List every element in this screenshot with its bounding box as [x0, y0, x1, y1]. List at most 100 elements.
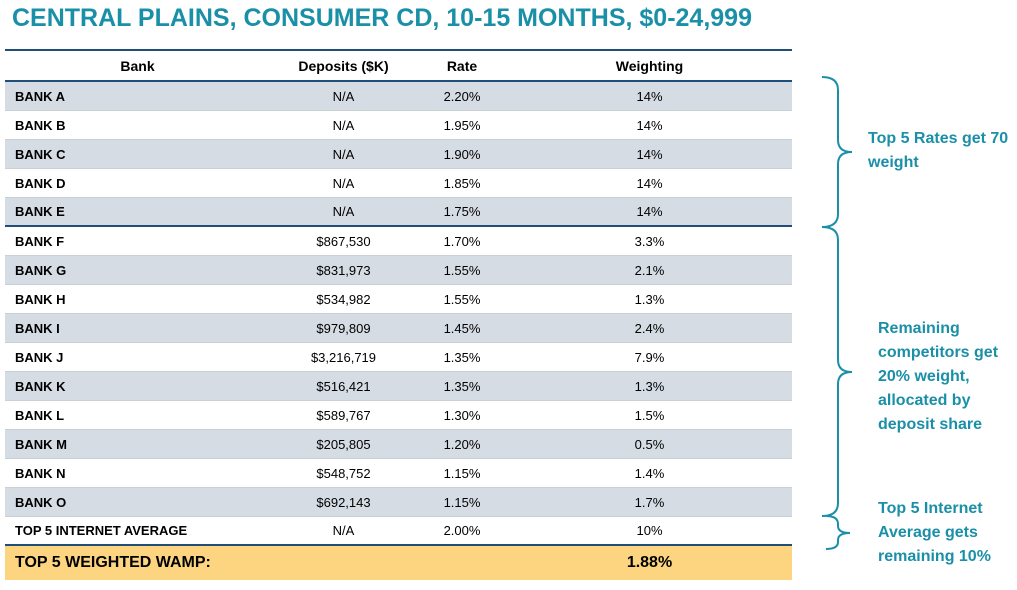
cell-deposits: N/A	[332, 88, 355, 104]
cell-deposits: $3,216,719	[310, 349, 377, 365]
table-row: BANK F $867,530 1.70% 3.3%	[5, 227, 792, 256]
table-row: BANK C N/A 1.90% 14%	[5, 140, 792, 169]
internet-note-line1: Top 5 Internet	[878, 500, 983, 517]
remaining-note-line4: allocated by	[878, 392, 971, 409]
cell-rate: 2.00%	[443, 523, 481, 538]
cell-deposits: $516,421	[316, 378, 371, 394]
cell-weighting: 2.4%	[634, 320, 665, 336]
top5-note-line2: weight	[868, 154, 919, 171]
cell-weighting: 14%	[636, 88, 663, 104]
cell-rate: 1.70%	[443, 233, 481, 249]
top5-bracket	[821, 76, 853, 228]
cell-weighting: 14%	[636, 117, 663, 133]
cell-rate: 1.55%	[443, 291, 481, 307]
table-row: BANK H $534,982 1.55% 1.3%	[5, 285, 792, 314]
top5-note-line1: Top 5 Rates get 70	[868, 130, 1009, 147]
cell-bank: BANK K	[15, 378, 66, 394]
cell-bank: TOP 5 INTERNET AVERAGE	[15, 523, 188, 538]
cell-deposits: N/A	[332, 117, 355, 133]
cell-weighting: 1.3%	[634, 378, 665, 394]
wamp-label: TOP 5 WEIGHTED WAMP:	[15, 554, 211, 571]
cell-deposits: $867,530	[316, 233, 371, 249]
rate-table: Bank Deposits ($K) Rate Weighting BANK A…	[5, 49, 792, 580]
page-title: CENTRAL PLAINS, CONSUMER CD, 10-15 MONTH…	[12, 4, 752, 32]
cell-bank: BANK H	[15, 291, 66, 307]
table-row: BANK M $205,805 1.20% 0.5%	[5, 430, 792, 459]
cell-deposits: N/A	[332, 146, 355, 162]
cell-rate: 1.85%	[443, 175, 481, 191]
cell-deposits: $534,982	[316, 291, 371, 307]
cell-weighting: 10%	[636, 523, 663, 538]
cell-rate: 2.20%	[443, 88, 481, 104]
cell-weighting: 3.3%	[634, 233, 665, 249]
cell-bank: BANK F	[15, 233, 65, 249]
cell-rate: 1.90%	[443, 146, 481, 162]
table-row: BANK D N/A 1.85% 14%	[5, 169, 792, 198]
remaining-note: Remaining competitors get 20% weight, al…	[878, 317, 998, 437]
table-row: BANK J $3,216,719 1.35% 7.9%	[5, 343, 792, 372]
cell-bank: BANK G	[15, 262, 67, 278]
cell-rate: 1.20%	[443, 436, 481, 452]
cell-deposits: N/A	[332, 204, 355, 219]
cell-deposits: $692,143	[316, 494, 371, 510]
cell-bank: BANK C	[15, 146, 66, 162]
cell-rate: 1.45%	[443, 320, 481, 336]
internet-note-line2: Average gets	[878, 524, 978, 541]
remaining-note-line5: deposit share	[878, 416, 983, 433]
internet-note: Top 5 Internet Average gets remaining 10…	[878, 497, 991, 569]
cell-bank: BANK A	[15, 88, 66, 104]
cell-weighting: 1.4%	[634, 465, 665, 481]
cell-deposits: $831,973	[316, 262, 371, 278]
table-row: BANK E N/A 1.75% 14%	[5, 198, 792, 227]
cell-rate: 1.35%	[443, 378, 481, 394]
table-row: BANK L $589,767 1.30% 1.5%	[5, 401, 792, 430]
cell-weighting: 1.7%	[634, 494, 665, 510]
wamp-value: 1.88%	[626, 554, 673, 571]
cell-deposits: $979,809	[316, 320, 371, 336]
cell-bank: BANK I	[15, 320, 60, 336]
cell-rate: 1.15%	[443, 494, 481, 510]
cell-weighting: 14%	[636, 146, 663, 162]
cell-bank: BANK E	[15, 204, 65, 219]
cell-rate: 1.30%	[443, 407, 481, 423]
cell-weighting: 2.1%	[634, 262, 665, 278]
weighted-wamp-row: TOP 5 WEIGHTED WAMP: 1.88%	[5, 546, 792, 580]
cell-weighting: 1.3%	[634, 291, 665, 307]
table-row: BANK A N/A 2.20% 14%	[5, 82, 792, 111]
remaining-note-line1: Remaining	[878, 320, 960, 337]
cell-bank: BANK O	[15, 494, 67, 510]
cell-weighting: 14%	[636, 175, 663, 191]
cell-deposits: $205,805	[316, 436, 371, 452]
cell-rate: 1.95%	[443, 117, 481, 133]
cell-weighting: 1.5%	[634, 407, 665, 423]
table-row: BANK N $548,752 1.15% 1.4%	[5, 459, 792, 488]
cell-bank: BANK J	[15, 349, 64, 365]
remaining-note-line2: competitors get	[878, 344, 999, 361]
internet-note-line3: remaining 10%	[878, 548, 991, 565]
header-bank: Bank	[120, 57, 155, 74]
cell-weighting: 14%	[636, 204, 663, 219]
remaining-note-line3: 20% weight,	[878, 368, 970, 385]
cell-weighting: 0.5%	[634, 436, 665, 452]
cell-bank: BANK N	[15, 465, 66, 481]
table-row: BANK I $979,809 1.45% 2.4%	[5, 314, 792, 343]
remaining-bracket	[821, 226, 853, 517]
table-header: Bank Deposits ($K) Rate Weighting	[5, 51, 792, 82]
cell-rate: 1.55%	[443, 262, 481, 278]
cell-deposits: $589,767	[316, 407, 371, 423]
cell-bank: BANK D	[15, 175, 66, 191]
table-row: BANK K $516,421 1.35% 1.3%	[5, 372, 792, 401]
header-deposits: Deposits ($K)	[298, 57, 389, 74]
cell-deposits: $548,752	[316, 465, 371, 481]
cell-rate: 1.15%	[443, 465, 481, 481]
cell-deposits: N/A	[332, 175, 355, 191]
top5-note: Top 5 Rates get 70 weight	[868, 127, 1008, 175]
header-weighting: Weighting	[615, 57, 684, 74]
cell-weighting: 7.9%	[634, 349, 665, 365]
table-body: BANK A N/A 2.20% 14% BANK B N/A 1.95% 14% BANK C…	[5, 82, 792, 517]
cell-bank: BANK L	[15, 407, 65, 423]
cell-bank: BANK B	[15, 117, 66, 133]
table-row: BANK O $692,143 1.15% 1.7%	[5, 488, 792, 517]
header-rate: Rate	[446, 57, 478, 74]
